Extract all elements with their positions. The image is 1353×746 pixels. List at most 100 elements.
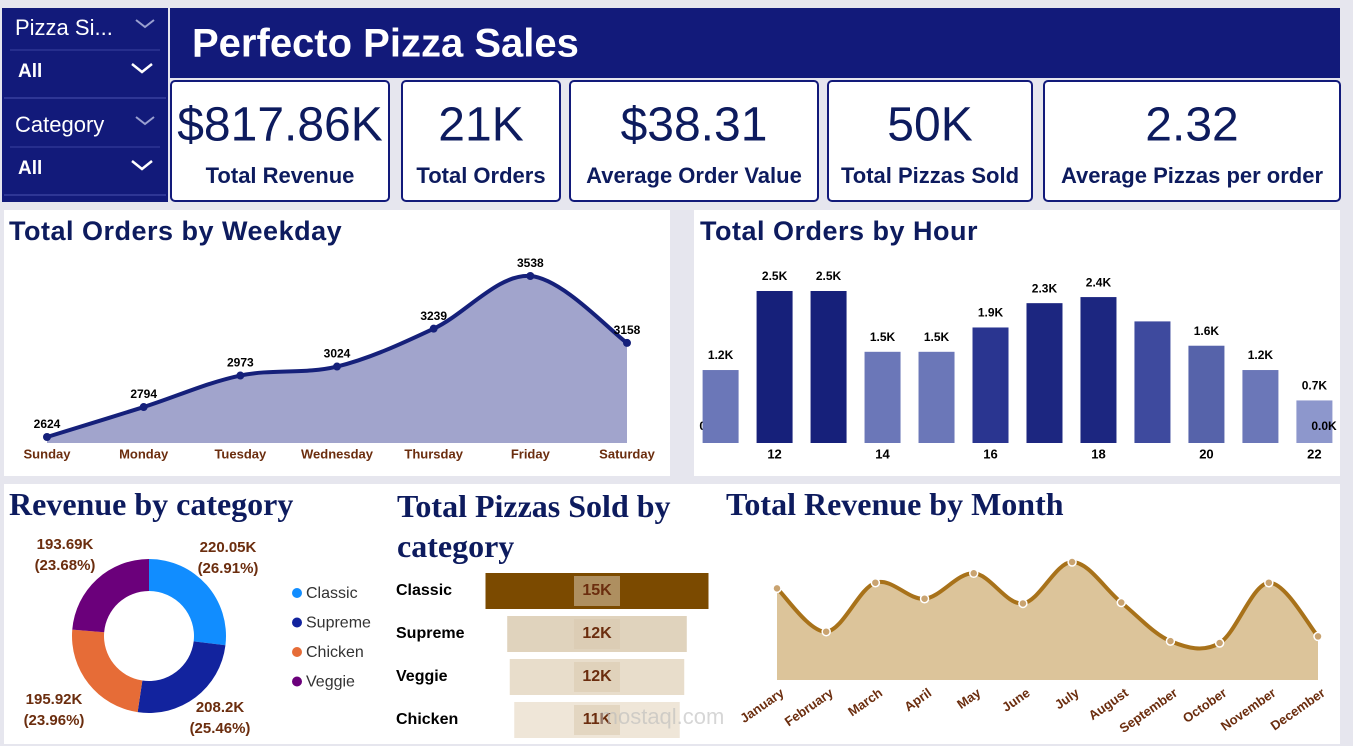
kpi-value: 21K [438,99,523,152]
data-label: 193.69K [37,536,94,553]
chart-title: Total Orders by Weekday [9,216,343,246]
dropdown-chevron [131,160,153,171]
header-title: Perfecto Pizza Sales [192,22,579,66]
donut-slice [149,559,226,646]
y-tick-label: Chicken [396,711,458,728]
donut-slice [72,559,149,633]
x-tick-label: Friday [511,446,551,461]
slicer-value: All [18,158,42,179]
data-label: 3239 [420,309,447,323]
x-tick-label: Tuesday [214,446,267,461]
label-box [574,662,620,692]
kpi-value: 50K [887,99,972,152]
x-tick-label: Thursday [404,446,463,461]
bar [756,291,793,443]
kpi-value: 2.32 [1145,99,1238,152]
data-label: 2794 [130,387,157,401]
legend-swatch [292,676,302,687]
data-label: 11K [583,711,612,728]
data-point [333,362,341,371]
data-label: 2.3K [1032,281,1058,295]
kpi-label: Average Pizzas per order [1061,163,1324,188]
bar [972,327,1009,443]
data-label: 2.4K [1086,275,1112,289]
data-label: 0.7K [1302,379,1328,393]
legend-swatch [292,647,302,657]
chart-title: Revenue by category [9,486,294,522]
data-point [429,324,438,333]
data-point [623,338,631,347]
data-label: 1.6K [1194,324,1220,338]
kpi-label: Total Revenue [206,163,355,188]
area-fill [777,561,1318,680]
data-label: 2624 [34,417,61,431]
kpi-card [170,80,390,202]
dropdown-chevron [131,63,153,74]
y-tick-label: Supreme [396,625,465,642]
legend-label: Classic [306,585,358,602]
data-point [1018,598,1028,609]
legend-label: Veggie [306,674,355,691]
x-tick-label: Saturday [599,446,655,461]
bar [810,291,847,443]
data-label: 3538 [517,256,544,270]
bar [1080,297,1117,443]
chart-title: Total Orders by Hour [700,216,979,246]
data-point [43,433,51,441]
data-point [236,371,245,380]
data-label: 1.2K [708,348,734,362]
chart-title: Total Revenue by Month [726,486,1064,522]
data-point [968,568,979,579]
data-label: 12K [582,625,612,642]
kpi-card [401,80,561,202]
kpi-value: $38.31 [621,99,768,152]
legend-label: Supreme [306,615,371,632]
kpi-card [827,80,1033,202]
label-box [574,619,620,649]
bar [1188,345,1225,443]
bar [1134,321,1171,443]
data-label: 1.9K [978,306,1004,320]
data-point [1067,557,1077,567]
area-line [775,559,1320,651]
legend-swatch [292,617,302,628]
x-tick-label: Wednesday [301,446,374,461]
legend-swatch [292,588,302,598]
bar [1242,370,1279,443]
data-label: (23.96%) [24,712,85,729]
kpi-card [1043,80,1341,202]
data-label: (26.91%) [198,560,259,577]
y-tick-label: Classic [396,582,452,599]
data-label: 1.5K [870,330,896,344]
data-point [870,577,881,588]
x-tick-label: 20 [1199,446,1213,461]
slicer-label: Category [15,112,104,137]
hour-panel [694,210,1340,476]
slicer-chevron [135,19,155,29]
data-point [1313,631,1323,642]
area-fill [47,275,627,443]
data-label: 12K [582,668,612,685]
data-label: 2.5K [762,269,788,283]
header-bar [170,8,1340,78]
data-point [1165,636,1176,646]
bar [1026,303,1063,443]
data-label: (23.68%) [35,557,96,574]
kpi-label: Average Order Value [586,163,802,188]
bar [1296,400,1333,443]
kpi-value: $817.86K [177,99,383,152]
data-label: 0.0K [1311,419,1337,433]
x-tick-label: 12 [767,446,781,461]
data-point [1116,597,1127,608]
legend-label: Chicken [306,644,364,661]
slicer-panel [2,8,168,202]
bar [918,351,955,443]
x-tick-label: 22 [1307,446,1321,461]
data-point [1214,638,1225,648]
slicer-chevron [135,116,155,126]
data-label: 3024 [324,347,351,361]
slicer-value: All [18,61,42,82]
data-point [526,272,535,280]
data-label: 2.5K [816,269,842,283]
